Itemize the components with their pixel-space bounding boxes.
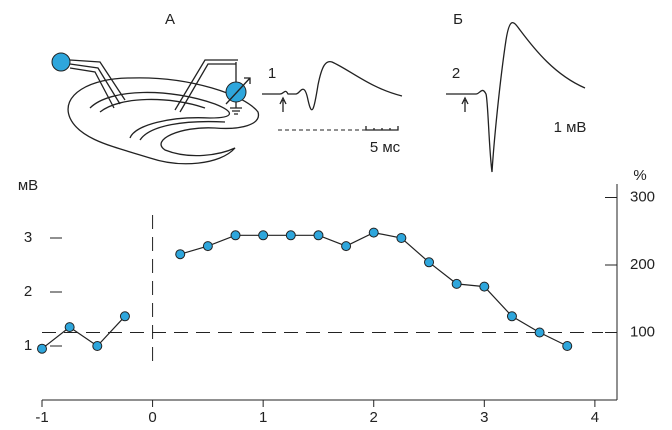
data-point xyxy=(37,343,47,354)
data-point xyxy=(119,311,130,322)
y2-tick-label: 300 xyxy=(630,188,655,205)
trace-a xyxy=(262,60,403,131)
y-axis-label: мВ xyxy=(18,177,38,194)
data-point xyxy=(451,278,462,289)
y2-tick-label: 100 xyxy=(630,323,655,340)
hippocampus-schematic xyxy=(51,52,259,165)
data-point xyxy=(313,230,324,241)
data-point xyxy=(368,227,379,238)
y2-tick-label: 200 xyxy=(630,256,655,273)
data-point xyxy=(479,281,490,292)
series-line xyxy=(180,231,568,347)
data-point xyxy=(230,230,241,241)
y2-axis-label: % xyxy=(633,167,646,184)
x-tick-label: 0 xyxy=(148,409,156,426)
voltage-scale: 1 мВ xyxy=(554,119,587,136)
data-point xyxy=(396,233,407,243)
data-point xyxy=(534,327,545,338)
data-point xyxy=(562,341,573,351)
trace-b xyxy=(446,21,586,173)
y-tick-label: 3 xyxy=(24,229,32,246)
data-point xyxy=(258,230,269,241)
panel-label: А xyxy=(165,11,175,28)
data-point xyxy=(285,230,296,241)
data-point xyxy=(424,257,435,268)
x-tick-label: 2 xyxy=(370,409,378,426)
data-point xyxy=(506,311,517,322)
data-point xyxy=(64,322,75,333)
x-tick-label: 4 xyxy=(591,409,599,426)
y-tick-label: 1 xyxy=(24,337,32,354)
data-point xyxy=(175,249,186,260)
data-point xyxy=(341,241,352,252)
x-tick-label: -1 xyxy=(35,409,48,426)
trace-label: 1 xyxy=(268,65,276,82)
y-tick-label: 2 xyxy=(24,283,32,300)
data-point xyxy=(92,341,103,351)
data-point xyxy=(202,241,213,252)
time-scale: 5 мс xyxy=(370,139,401,156)
trace-label: 2 xyxy=(452,65,460,82)
panel-label: Б xyxy=(453,11,463,28)
series-line xyxy=(41,315,126,350)
x-tick-label: 3 xyxy=(480,409,488,426)
x-tick-label: 1 xyxy=(259,409,267,426)
